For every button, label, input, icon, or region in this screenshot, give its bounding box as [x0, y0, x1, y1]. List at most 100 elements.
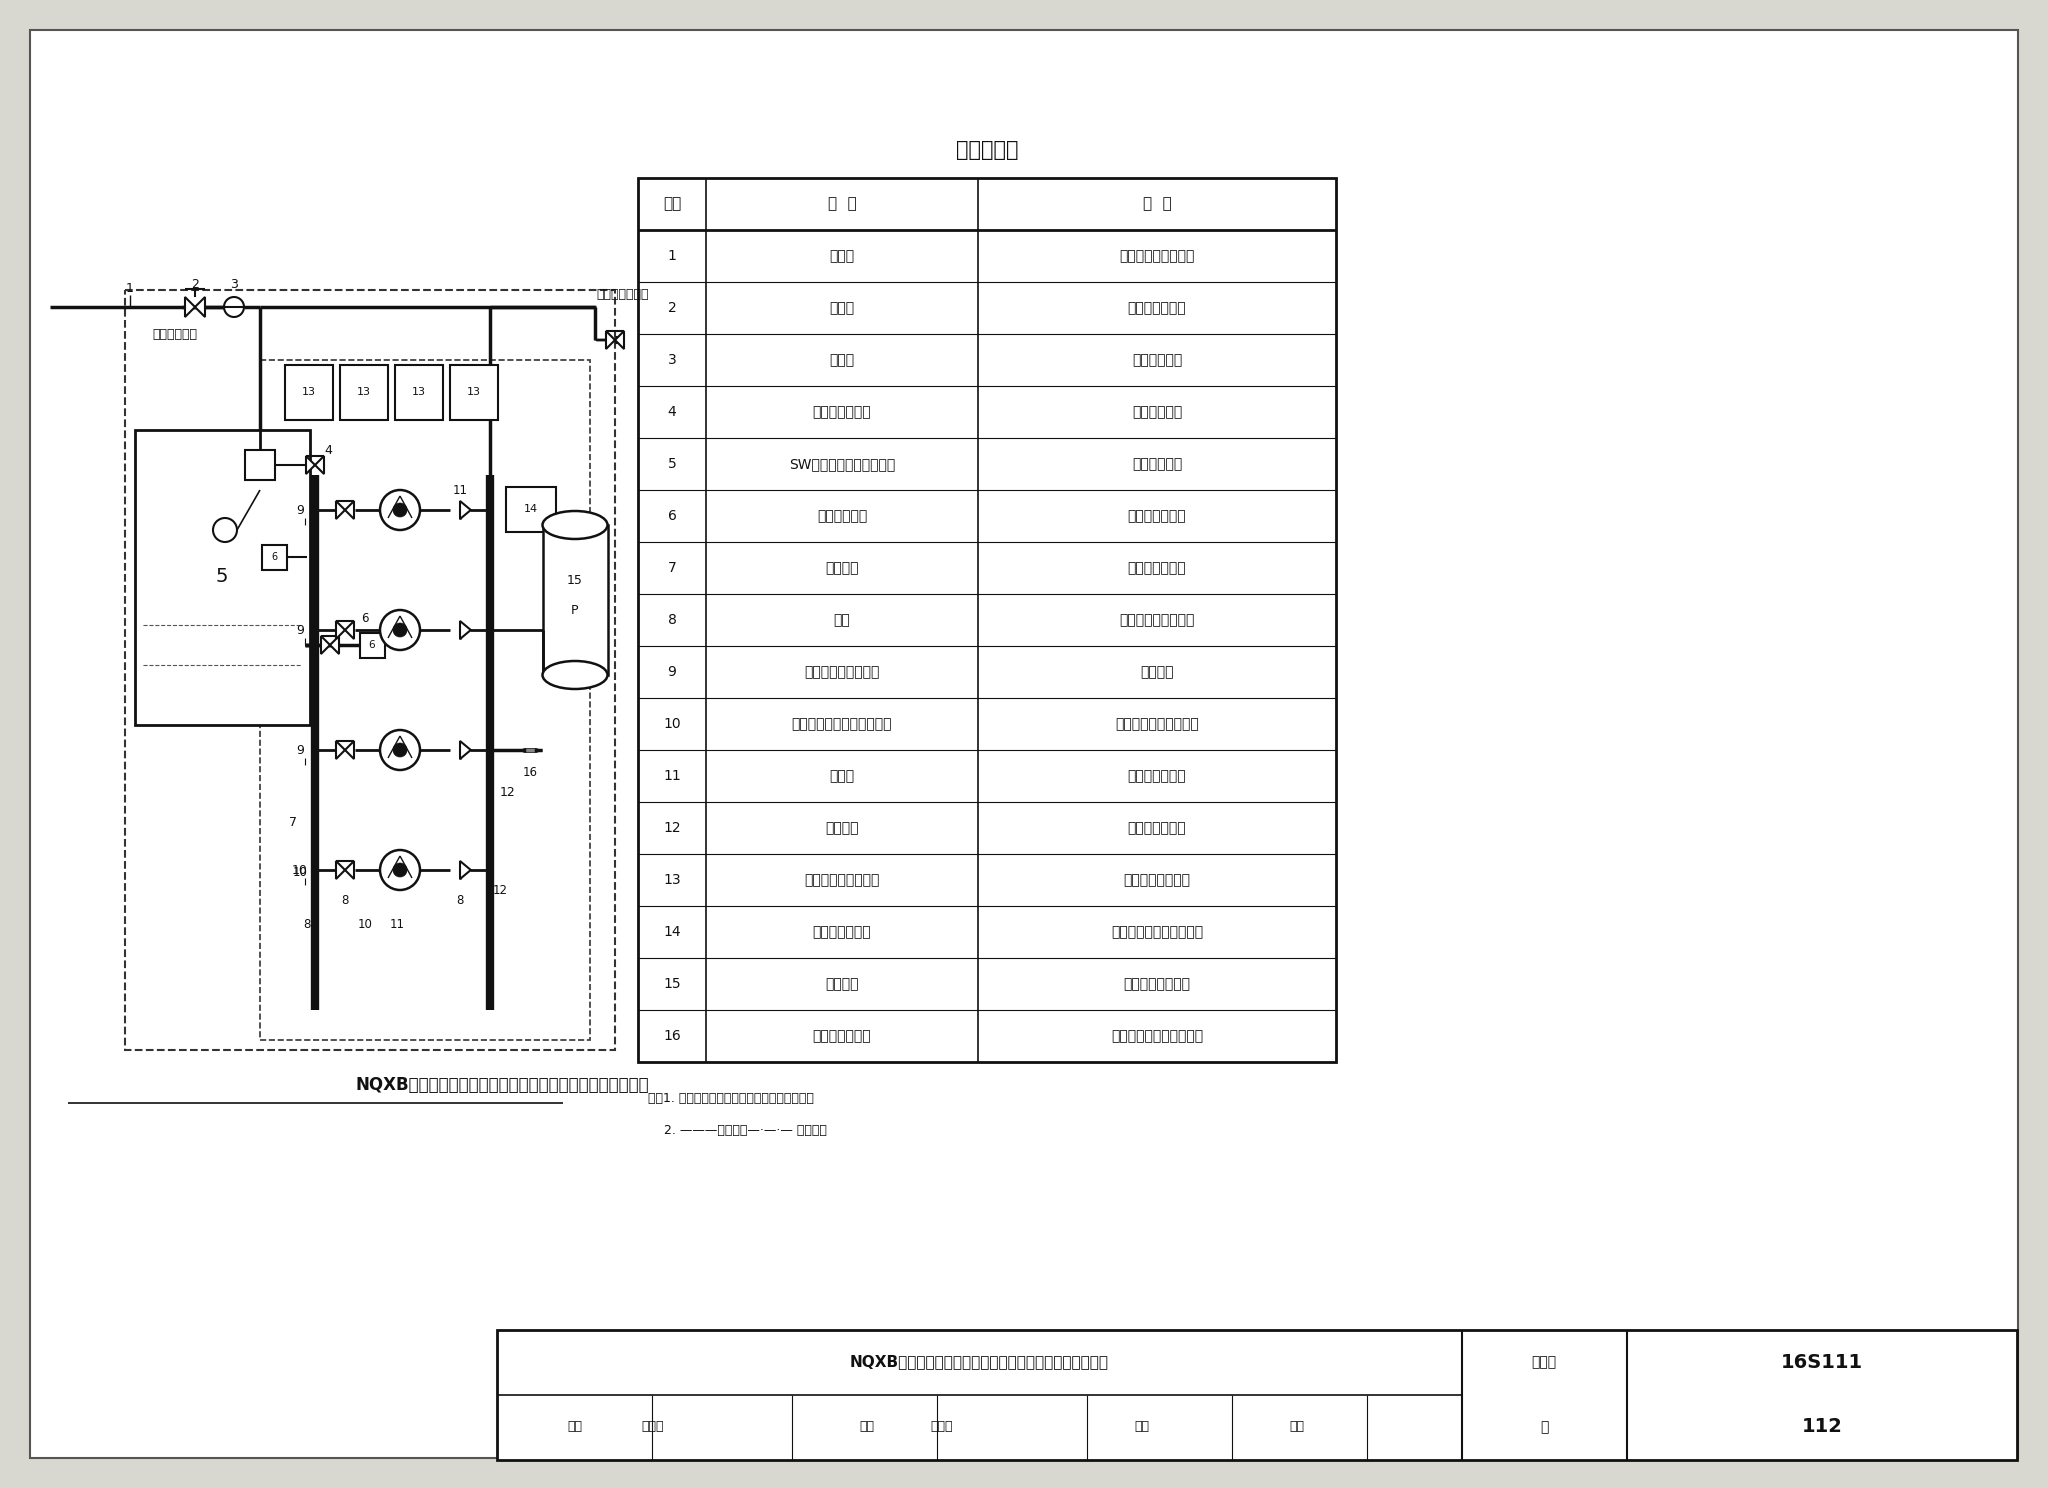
Bar: [543, 525, 608, 676]
Text: 15: 15: [567, 573, 584, 586]
Circle shape: [381, 731, 420, 769]
Text: 液压水位控制阀: 液压水位控制阀: [813, 405, 870, 420]
Text: 校对: 校对: [860, 1421, 874, 1433]
Text: 3: 3: [668, 353, 676, 368]
Text: 供水管网往设备供水: 供水管网往设备供水: [1120, 248, 1194, 263]
Ellipse shape: [543, 661, 608, 689]
Text: 保持系统压力稳定: 保持系统压力稳定: [1124, 978, 1190, 991]
Text: 小流量辅泵（静音管中泵）: 小流量辅泵（静音管中泵）: [793, 717, 893, 731]
Text: 对储水消毒灭菌: 对储水消毒灭菌: [1128, 509, 1186, 522]
Bar: [285, 365, 334, 420]
Text: 水箱自动补水: 水箱自动补水: [1133, 405, 1182, 420]
Text: 2. ———控制线；—·—·— 信号线。: 2. ———控制线；—·—·— 信号线。: [647, 1123, 827, 1137]
Polygon shape: [315, 455, 324, 475]
Text: 图集号: 图集号: [1532, 1356, 1556, 1369]
Text: 8: 8: [342, 893, 348, 906]
Text: 15: 15: [664, 978, 680, 991]
Text: NQXB系列全变频箱泵一体化智能泵站基本组成及控制原理图: NQXB系列全变频箱泵一体化智能泵站基本组成及控制原理图: [354, 1076, 649, 1094]
Bar: [262, 545, 287, 570]
Text: 6: 6: [668, 509, 676, 522]
Text: 隔振、便于管路拆卸检修: 隔振、便于管路拆卸检修: [1110, 1030, 1202, 1043]
Polygon shape: [461, 620, 471, 638]
Text: 主泵（静音管中泵）: 主泵（静音管中泵）: [805, 665, 881, 679]
Polygon shape: [344, 501, 354, 519]
Text: 主要部件表: 主要部件表: [956, 140, 1018, 161]
Bar: [639, 179, 1335, 1062]
Text: 8: 8: [668, 613, 676, 626]
Text: 11: 11: [664, 769, 680, 783]
Text: 增压供水: 增压供水: [1141, 665, 1174, 679]
Text: 9: 9: [297, 503, 303, 516]
Text: 10: 10: [293, 866, 307, 878]
Circle shape: [381, 850, 420, 890]
Text: 3: 3: [229, 278, 238, 292]
Ellipse shape: [543, 510, 608, 539]
Text: 防止压力水回流: 防止压力水回流: [1128, 769, 1186, 783]
Text: 7: 7: [289, 815, 297, 829]
Circle shape: [393, 503, 408, 516]
Polygon shape: [336, 501, 344, 519]
Text: 13: 13: [412, 387, 426, 397]
Text: 13: 13: [664, 873, 680, 887]
Bar: [340, 365, 387, 420]
Text: 名  称: 名 称: [827, 196, 856, 211]
Text: 1: 1: [127, 283, 133, 296]
Text: 刘旭军: 刘旭军: [930, 1421, 952, 1433]
Text: 出水总管: 出水总管: [825, 821, 858, 835]
Bar: [125, 290, 614, 1051]
Polygon shape: [461, 501, 471, 519]
Polygon shape: [344, 620, 354, 638]
Text: 13: 13: [356, 387, 371, 397]
Circle shape: [381, 490, 420, 530]
Text: 16: 16: [522, 765, 537, 778]
Text: 接自供水管网: 接自供水管网: [152, 329, 197, 342]
Text: 阀门: 阀门: [834, 613, 850, 626]
Text: 接用户供水管网: 接用户供水管网: [1128, 821, 1186, 835]
Text: 10: 10: [293, 863, 307, 876]
Circle shape: [393, 623, 408, 637]
Bar: [395, 365, 442, 420]
Text: 用  途: 用 途: [1143, 196, 1171, 211]
Circle shape: [213, 518, 238, 542]
Text: 8: 8: [303, 918, 311, 931]
Bar: [451, 365, 498, 420]
Polygon shape: [344, 862, 354, 879]
Text: P: P: [571, 604, 580, 616]
Text: 2: 2: [668, 301, 676, 315]
Polygon shape: [461, 741, 471, 759]
Text: 页: 页: [1540, 1420, 1548, 1434]
Polygon shape: [336, 741, 344, 759]
Polygon shape: [195, 298, 205, 317]
Text: 控制阀: 控制阀: [829, 301, 854, 315]
Text: 1: 1: [668, 248, 676, 263]
Text: 2: 2: [190, 278, 199, 292]
Text: 16: 16: [664, 1030, 680, 1043]
Text: 10: 10: [358, 918, 373, 931]
Text: 出水压力传感器: 出水压力传感器: [813, 926, 870, 939]
Text: 6: 6: [270, 552, 276, 562]
Polygon shape: [322, 635, 330, 655]
Text: 11: 11: [389, 918, 406, 931]
Text: 10: 10: [664, 717, 680, 731]
Bar: [498, 1330, 2017, 1460]
Text: 6: 6: [369, 640, 375, 650]
Text: 8: 8: [457, 893, 463, 906]
Text: 9: 9: [668, 665, 676, 679]
Text: 11: 11: [453, 484, 467, 497]
Text: 储存所需水量: 储存所需水量: [1133, 457, 1182, 472]
Polygon shape: [524, 748, 537, 751]
Text: 设计: 设计: [1135, 1421, 1149, 1433]
Text: 注：1. 图中虚线框内为厂家成套设备供货范围。: 注：1. 图中虚线框内为厂家成套设备供货范围。: [647, 1092, 813, 1106]
Text: 14: 14: [664, 926, 680, 939]
Text: 过滤管网进水: 过滤管网进水: [1133, 353, 1182, 368]
Text: 13: 13: [467, 387, 481, 397]
Polygon shape: [344, 741, 354, 759]
Text: 数字集成变频控制器: 数字集成变频控制器: [805, 873, 881, 887]
Circle shape: [393, 863, 408, 876]
Polygon shape: [184, 298, 195, 317]
Bar: [135, 430, 309, 725]
Text: 进水管路检修用: 进水管路检修用: [1128, 301, 1186, 315]
Text: 检测设备出水管供水压力: 检测设备出水管供水压力: [1110, 926, 1202, 939]
Text: 过滤器: 过滤器: [829, 353, 854, 368]
Text: 气压水罐: 气压水罐: [825, 978, 858, 991]
